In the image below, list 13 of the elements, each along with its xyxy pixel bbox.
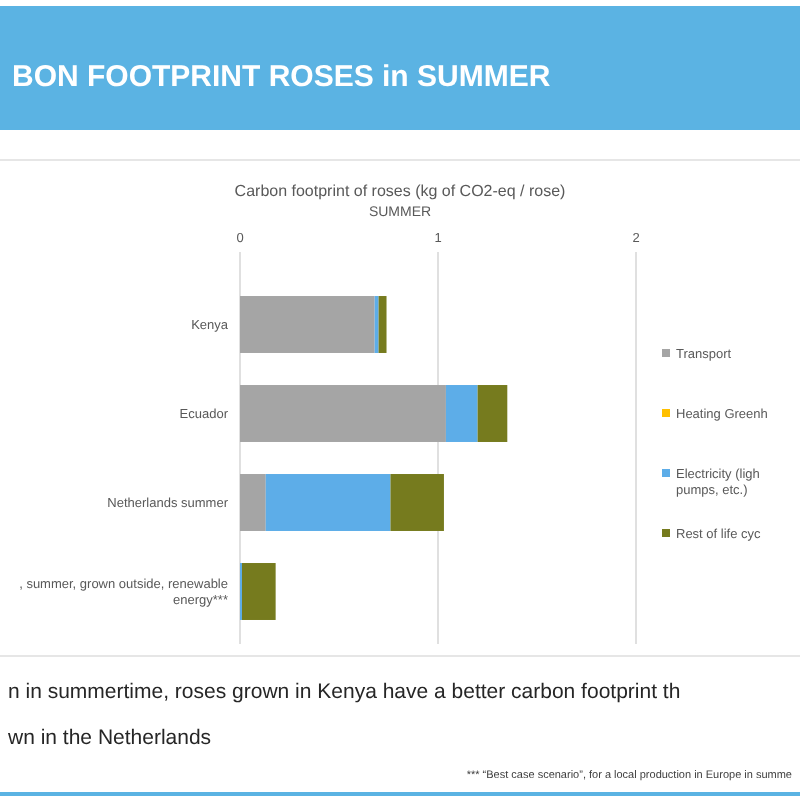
bar — [241, 563, 276, 620]
text: BON FOOTPRINT ROSES in SUMMER — [12, 60, 551, 94]
bar — [265, 474, 391, 531]
bar — [390, 474, 444, 531]
bar — [378, 296, 387, 353]
text: n in summertime, roses grown in Kenya have a better carbon footprint th — [8, 680, 681, 704]
bar — [240, 474, 266, 531]
text: wn in the Netherlands — [6, 726, 212, 750]
bar — [477, 385, 508, 442]
bar — [240, 296, 375, 353]
chart-title: Carbon footprint of roses (kg of CO2-eq / rose) — [234, 182, 567, 200]
bar — [445, 385, 478, 442]
bar — [240, 385, 446, 442]
